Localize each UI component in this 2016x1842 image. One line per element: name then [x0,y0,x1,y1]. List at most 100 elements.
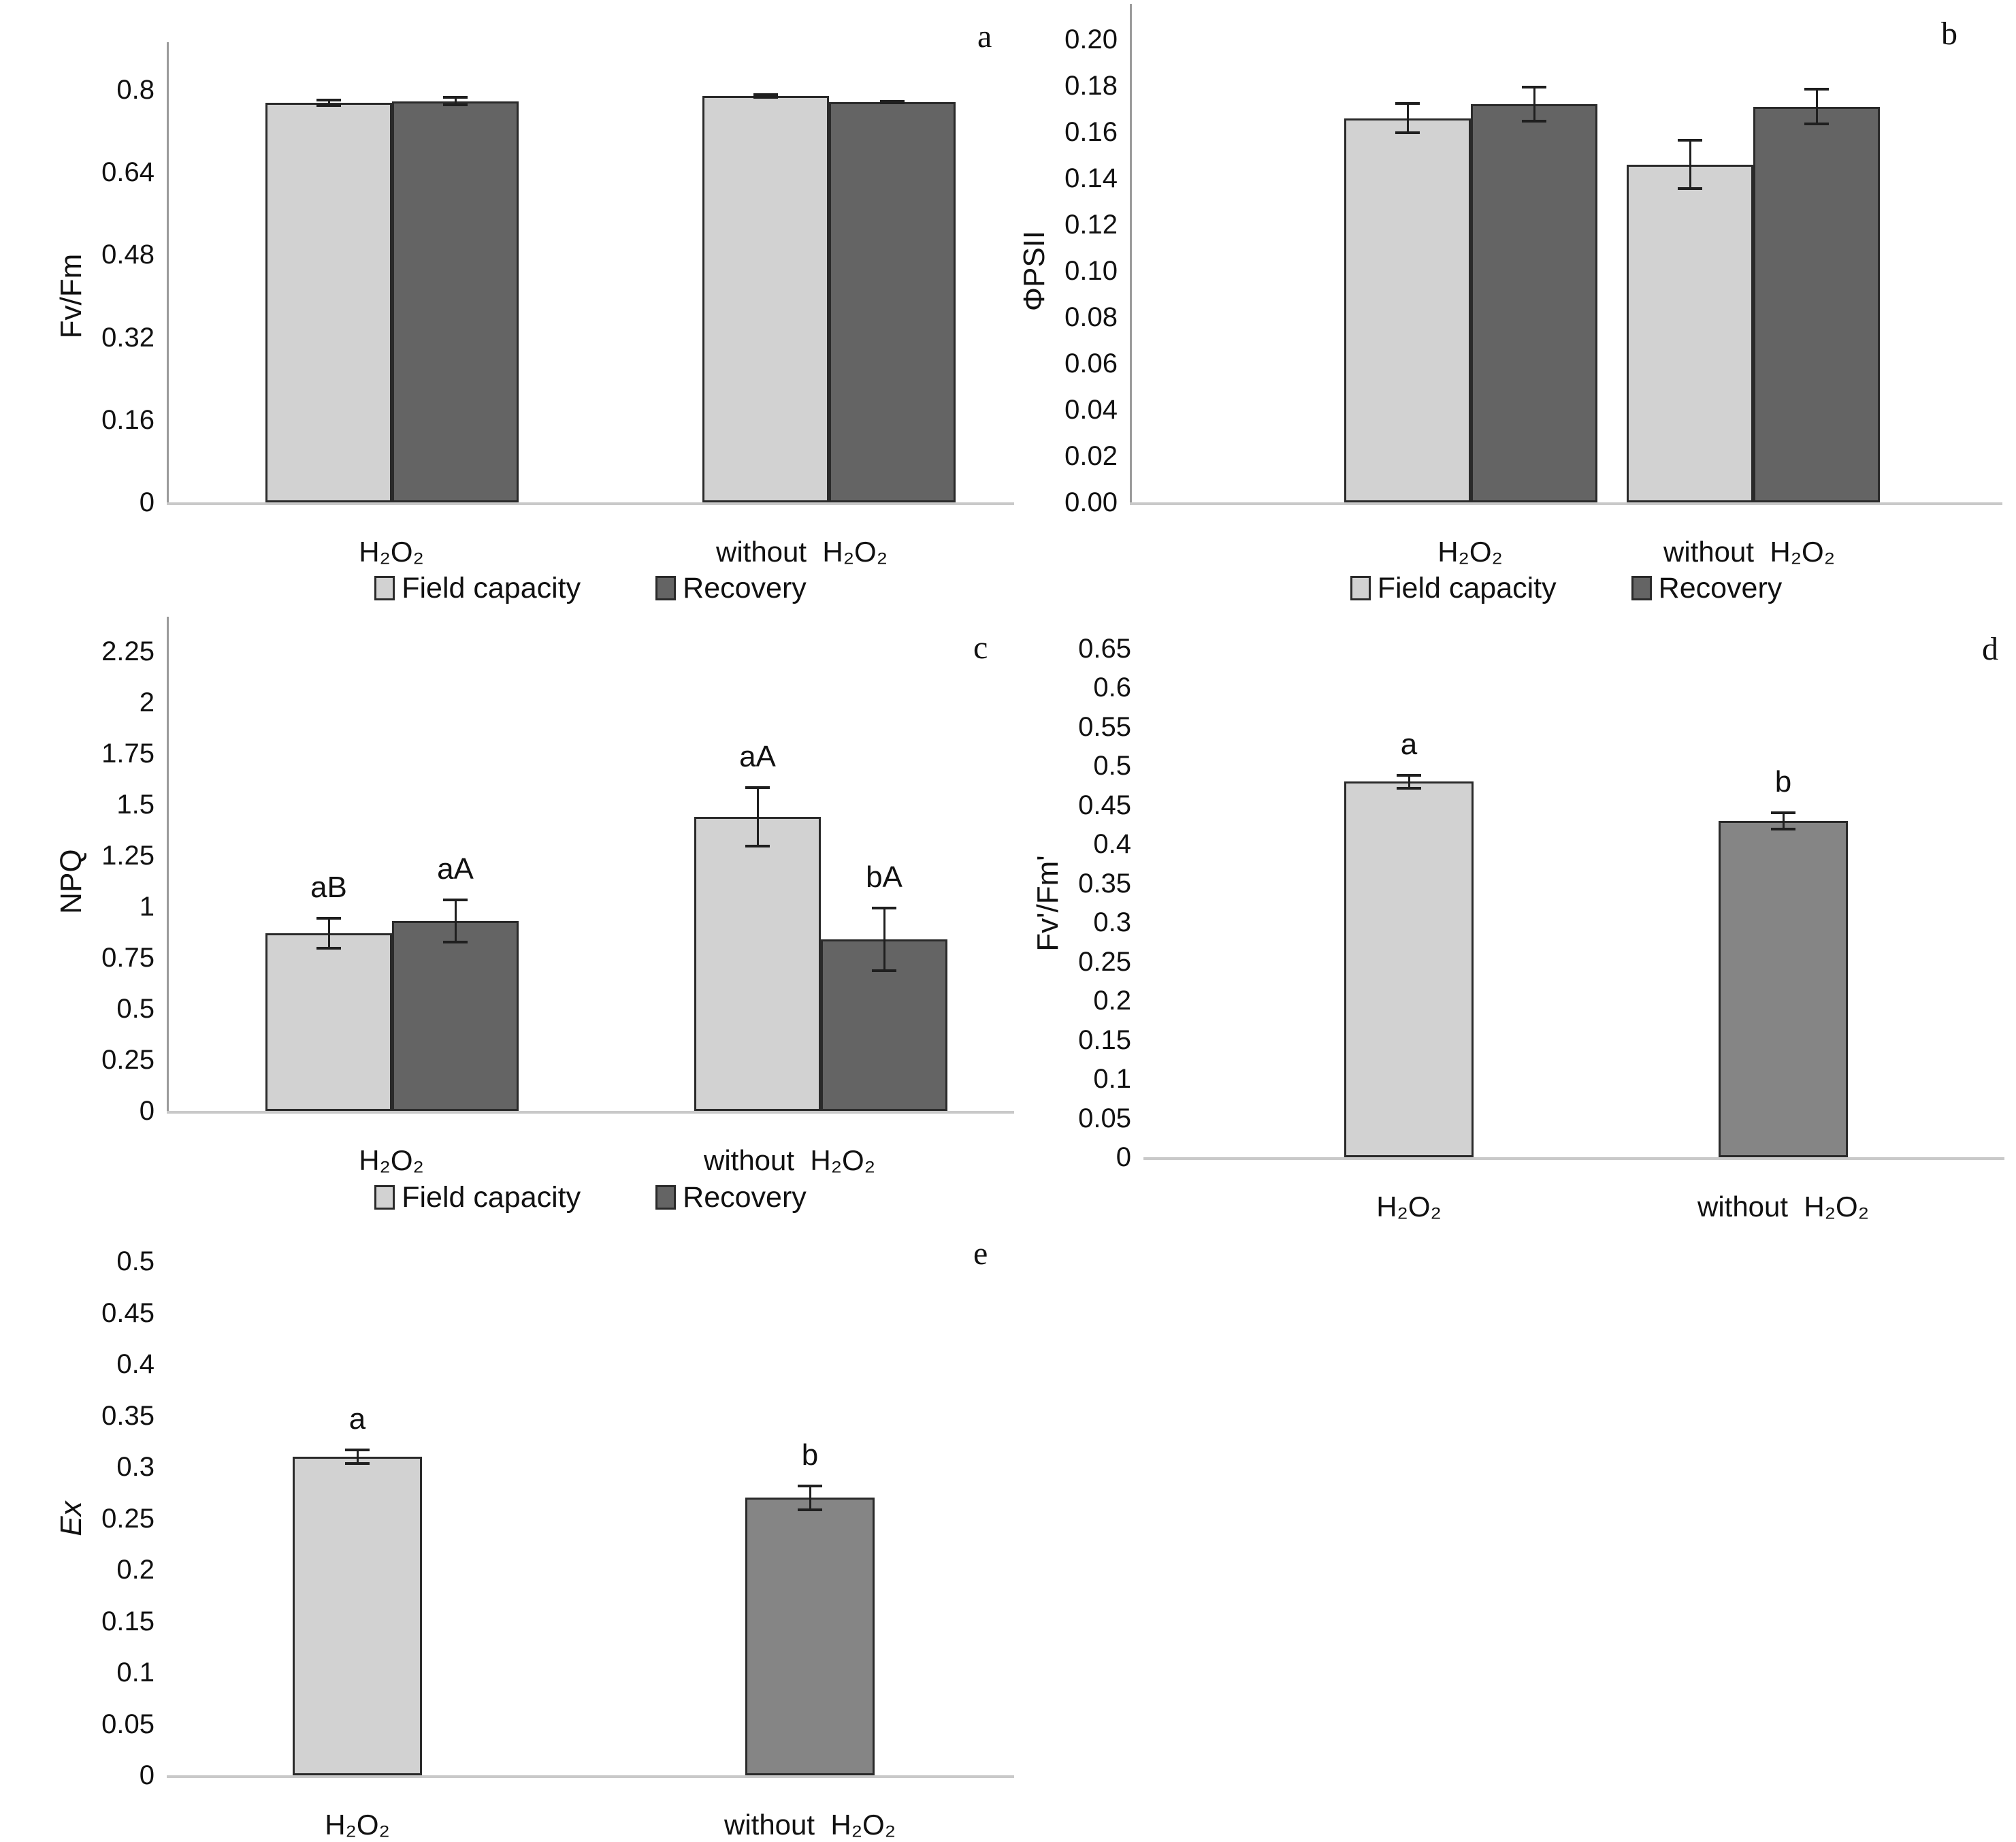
bar-b-g1-light [1344,118,1471,502]
bar-e-g1-light [293,1456,422,1775]
legend-item-recovery: Recovery [1631,572,1782,604]
y-tick-label: 0.00 [1064,487,1118,517]
error-bar [872,907,896,972]
error-bar [1522,86,1546,123]
error-bar-cap-top [443,96,468,99]
error-bar-cap-top [443,899,468,901]
y-tick-label: 0.75 [101,943,155,973]
error-bar [1678,139,1702,190]
panel-fvfm-prime: 0.65 0.6 0.55 0.5 0.45 0.4 0.35 0.3 0.25 0.2 0.15 0… [1031,613,2016,1223]
x-axis-line [167,502,1014,505]
legend-item-field-capacity: Field capacity [374,1181,581,1214]
y-tick-label: 0.32 [101,322,155,353]
y-tick-label: 0.8 [116,75,155,105]
error-bar-line [356,1448,359,1465]
legend-item-recovery: Recovery [655,1181,807,1214]
y-axis-line [1130,4,1132,502]
error-bar-cap-bottom [316,947,341,950]
legend-swatch-recovery [1631,576,1652,600]
error-bar [1397,773,1421,790]
bar-a-g1-dark [392,101,519,502]
y-tick-label: 0.06 [1064,349,1118,378]
sig-letter: a [1400,727,1418,761]
bar-c-g1-light [265,933,392,1111]
panel-letter-b: b [1941,16,1957,52]
y-tick-label: 0.02 [1064,441,1118,471]
error-bar [753,93,778,99]
x-category-label: H₂O₂ [325,1809,390,1841]
error-bar-line [1815,88,1818,125]
legend-swatch-recovery [655,1185,677,1210]
y-tick-label: 0.08 [1064,302,1118,332]
sig-letter: aA [437,852,474,886]
y-tick-label: 0 [139,1760,155,1790]
y-tick-label: 0.18 [1064,71,1118,101]
y-tick-label: 1.5 [116,790,155,820]
y-tick-label: 0.12 [1064,210,1118,240]
error-bar-line [1689,139,1691,190]
error-bar-cap-bottom [872,969,896,972]
error-bar-line [809,1484,811,1511]
sig-letter: a [348,1402,366,1436]
y-tick-label: 0.6 [1093,673,1131,703]
y-tick-label: 0.15 [101,1606,155,1636]
error-bar-cap-top [1771,811,1795,815]
y-tick-label: 2 [139,688,155,717]
sig-letter: b [1774,765,1792,799]
error-bar [745,786,770,847]
bar-a-g2-dark [829,102,956,502]
error-bar [443,96,468,107]
error-bar-line [454,899,457,943]
error-bar-line [327,98,330,107]
y-tick-label: 0.4 [1093,829,1131,860]
error-bar-cap-bottom [316,103,341,107]
panel-letter-a: a [977,18,992,54]
x-axis-line [167,1775,1014,1778]
sig-letter: b [801,1438,819,1472]
legend-item-field-capacity: Field capacity [1350,572,1557,604]
bar-b-g2-dark [1753,106,1880,502]
legend-item-recovery: Recovery [655,572,807,604]
y-axis-label: Fv'/Fm' [1031,854,1064,952]
legend-swatch-recovery [655,576,677,600]
error-bar-cap-bottom [1804,122,1829,125]
error-bar [316,917,341,950]
legend-swatch-field-capacity [1350,576,1371,600]
bar-e-g2-mid [745,1498,875,1775]
error-bar-cap-top [753,93,778,97]
error-bar-cap-bottom [1397,786,1421,790]
error-bar-line [1782,811,1785,830]
error-bar-cap-top [1395,101,1420,105]
y-axis-label: NPQ [54,848,88,914]
y-tick-label: 0.45 [101,1297,155,1328]
y-tick-label: 0.16 [101,404,155,435]
error-bar-line [327,917,330,950]
panel-fvfm: 0.8 0.64 0.48 0.32 0.16 0 Fv/Fm H₂O₂ without H₂O… [0,0,1041,613]
error-bar-cap-top [872,907,896,909]
error-bar [1771,811,1795,830]
error-bar-line [756,786,759,847]
legend: Field capacity Recovery [167,572,1014,604]
error-bar [1395,101,1420,135]
y-tick-label: 0 [139,487,155,517]
y-axis-label: Ex [54,1500,88,1536]
y-tick-label: 1.25 [101,841,155,871]
y-tick-label: 0.55 [1078,711,1131,742]
x-category-label: H₂O₂ [1376,1191,1442,1223]
x-category-label: without H₂O₂ [1697,1191,1870,1223]
legend-label-field-capacity: Field capacity [402,1181,581,1214]
x-category-label: without H₂O₂ [703,1144,876,1176]
y-tick-label: 0.20 [1064,25,1118,54]
y-tick-label: 0.1 [116,1658,155,1687]
sig-letter: aA [739,740,776,773]
y-axis-label: ΦPSII [1018,230,1051,312]
error-bar-cap-bottom [745,845,770,847]
error-bar-line [1408,773,1410,790]
panel-letter-e: e [973,1235,988,1272]
legend-label-recovery: Recovery [683,572,807,604]
y-tick-label: 0.3 [1093,907,1131,938]
y-tick-label: 0.05 [1078,1103,1131,1133]
error-bar-cap-top [1804,88,1829,91]
bar-a-g1-light [265,102,392,502]
error-bar [443,899,468,943]
